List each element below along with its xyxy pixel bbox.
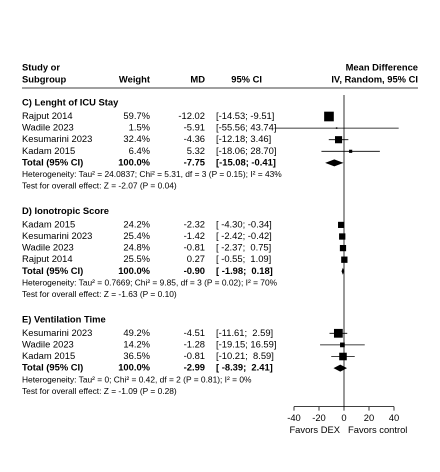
header-ci: 95% CI [231, 73, 262, 84]
summary-diamond [333, 364, 348, 372]
study-name: Wadile 2023 [22, 122, 74, 133]
ci: [-55.56; 43.74] [216, 122, 276, 133]
study-name: Kesumarini 2023 [22, 133, 92, 144]
total-name: Total (95% CI) [22, 156, 83, 167]
x-tick-label: -20 [312, 412, 326, 423]
study-name: Rajput 2014 [22, 253, 73, 264]
total-md: -7.75 [184, 156, 205, 167]
overall-effect: Test for overall effect: Z = -1.63 (P = … [22, 289, 177, 299]
study-name: Rajput 2014 [22, 110, 73, 121]
md: -0.81 [184, 242, 205, 253]
header-study: Study or [22, 61, 60, 72]
ci: [-14.53; -9.51] [216, 110, 274, 121]
total-weight: 100.0% [118, 362, 150, 373]
md: 5.32 [187, 145, 205, 156]
effect-square [324, 111, 334, 122]
effect-square [338, 221, 345, 228]
effect-square [333, 328, 343, 338]
x-tick-label: 40 [389, 412, 399, 423]
header-plot: Mean Difference [346, 61, 418, 72]
ci: [ -2.42; -0.42] [216, 230, 272, 241]
ci: [ -2.37; 0.75] [216, 242, 271, 253]
ci: [-18.06; 28.70] [216, 145, 276, 156]
study-name: Wadile 2023 [22, 338, 74, 349]
effect-square [334, 136, 343, 144]
ci: [ -4.30; -0.34] [216, 218, 272, 229]
weight: 25.4% [123, 230, 150, 241]
effect-square [340, 342, 345, 348]
effect-square [349, 149, 353, 153]
heterogeneity: Heterogeneity: Tau² = 0; Chi² = 0.42, df… [22, 374, 252, 384]
weight: 25.5% [123, 253, 150, 264]
effect-square [339, 233, 346, 240]
total-weight: 100.0% [118, 265, 150, 276]
study-name: Kadam 2015 [22, 145, 75, 156]
ci: [ -0.55; 1.09] [216, 253, 271, 264]
total-ci: [ -8.39; 2.41] [216, 362, 273, 373]
md: -12.02 [178, 110, 205, 121]
overall-effect: Test for overall effect: Z = -1.09 (P = … [22, 386, 177, 396]
weight: 36.5% [123, 350, 150, 361]
group-title: C) Lenght of ICU Stay [22, 96, 119, 107]
summary-diamond [325, 159, 344, 167]
md: -2.32 [184, 218, 205, 229]
ci: [-11.61; 2.59] [216, 327, 273, 338]
group-title: E) Ventilation Time [22, 313, 106, 324]
header-plot: IV, Random, 95% CI [331, 73, 418, 84]
total-weight: 100.0% [118, 156, 150, 167]
md: -4.36 [184, 133, 205, 144]
total-md: -0.90 [184, 265, 205, 276]
heterogeneity: Heterogeneity: Tau² = 24.0837; Chi² = 5.… [22, 169, 282, 179]
study-name: Kadam 2015 [22, 350, 75, 361]
effect-square [335, 127, 338, 129]
weight: 6.4% [129, 145, 150, 156]
header-weight: Weight [119, 73, 150, 84]
md: 0.27 [187, 253, 205, 264]
axis-right-label: Favors control [348, 424, 407, 435]
weight: 14.2% [123, 338, 150, 349]
md: -5.91 [184, 122, 205, 133]
md: -4.51 [184, 327, 205, 338]
header-study: Subgroup [22, 73, 67, 84]
weight: 1.5% [129, 122, 150, 133]
ci: [-10.21; 8.59] [216, 350, 274, 361]
total-ci: [-15.08; -0.41] [216, 156, 276, 167]
heterogeneity: Heterogeneity: Tau² = 0.7669; Chi² = 9.8… [22, 278, 278, 288]
effect-square [339, 352, 347, 361]
study-name: Kesumarini 2023 [22, 327, 92, 338]
weight: 32.4% [123, 133, 150, 144]
header-md: MD [190, 73, 205, 84]
total-md: -2.99 [184, 362, 205, 373]
x-tick-label: 0 [341, 412, 346, 423]
weight: 24.8% [123, 242, 150, 253]
weight: 24.2% [123, 218, 150, 229]
weight: 49.2% [123, 327, 150, 338]
study-name: Kadam 2015 [22, 218, 75, 229]
x-tick-label: -40 [287, 412, 301, 423]
ci: [-12.18; 3.46] [216, 133, 271, 144]
study-name: Kesumarini 2023 [22, 230, 92, 241]
md: -1.28 [184, 338, 205, 349]
total-ci: [ -1.98; 0.18] [216, 265, 273, 276]
axis-left-label: Favors DEX [289, 424, 340, 435]
md: -1.42 [184, 230, 205, 241]
total-name: Total (95% CI) [22, 362, 83, 373]
md: -0.81 [184, 350, 205, 361]
weight: 59.7% [123, 110, 150, 121]
x-tick-label: 20 [364, 412, 374, 423]
summary-diamond [341, 267, 345, 275]
total-name: Total (95% CI) [22, 265, 83, 276]
study-name: Wadile 2023 [22, 242, 74, 253]
group-title: D) Ionotropic Score [22, 205, 109, 216]
ci: [-19.15; 16.59] [216, 338, 276, 349]
overall-effect: Test for overall effect: Z = -2.07 (P = … [22, 181, 177, 191]
effect-square [339, 244, 347, 252]
